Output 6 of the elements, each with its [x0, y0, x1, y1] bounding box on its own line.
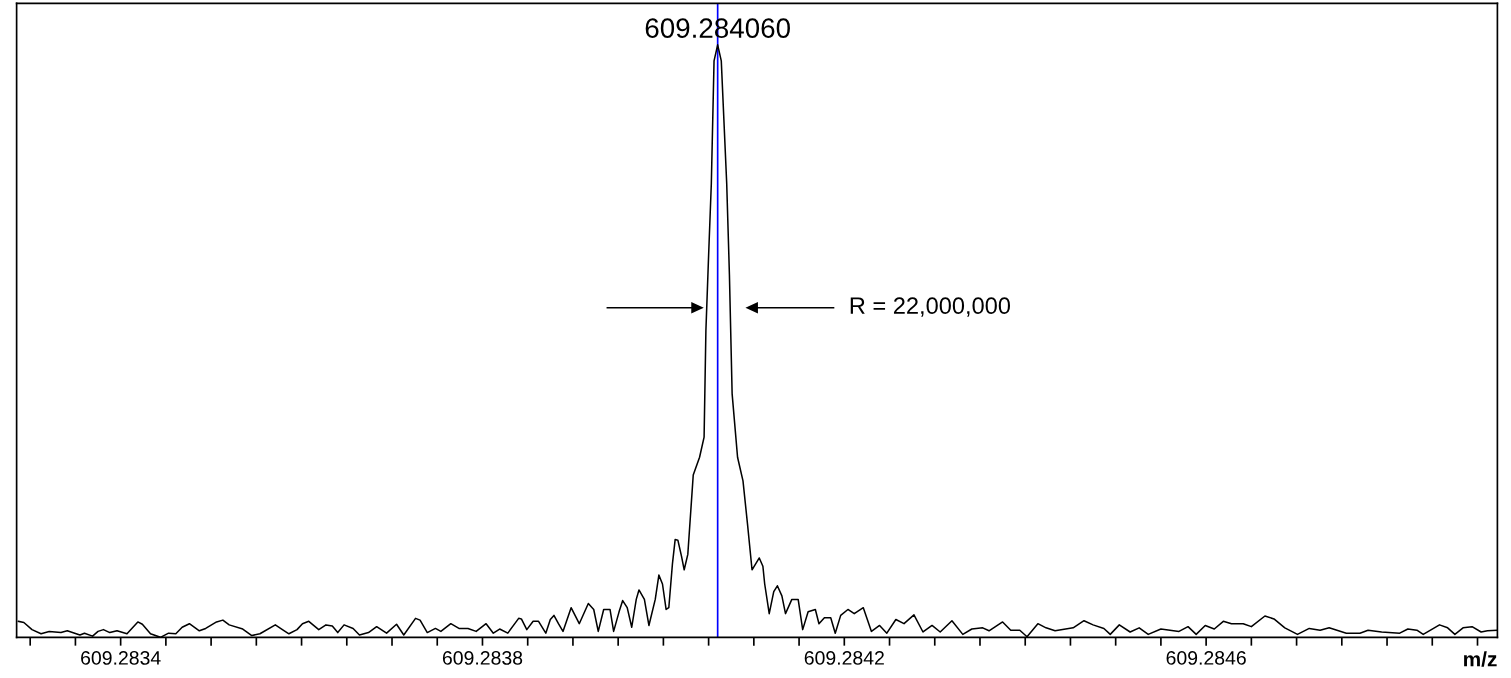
- x-tick-label: 609.2846: [1166, 651, 1246, 665]
- x-axis-title: m/z: [1464, 651, 1497, 667]
- x-tick-label: 609.2838: [442, 651, 523, 665]
- annotation: R = 22,000,000: [850, 297, 1011, 317]
- x-tick-label: 609.2834: [81, 651, 161, 665]
- x-tick-label: 609.2842: [804, 651, 884, 665]
